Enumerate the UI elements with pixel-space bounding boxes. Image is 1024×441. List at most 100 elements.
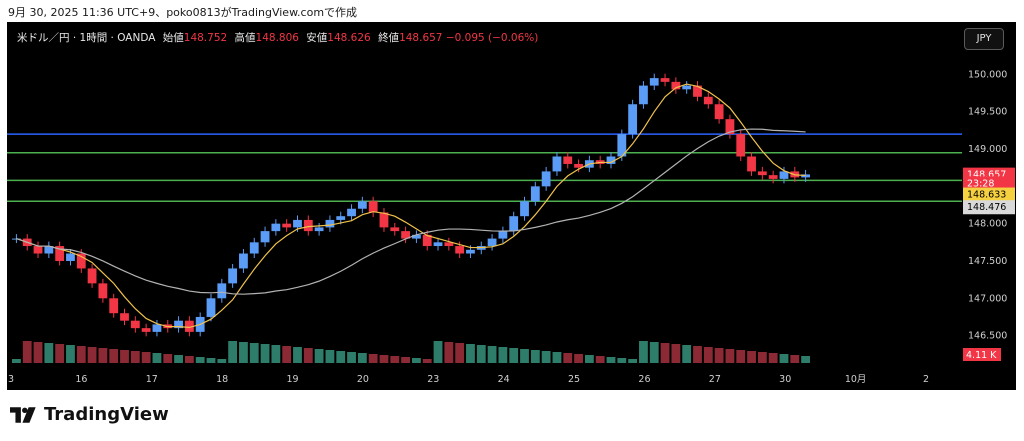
candle-body [747, 156, 756, 172]
candle-body [55, 246, 65, 261]
candle-body [109, 298, 119, 314]
volume-bar [714, 348, 724, 363]
price-chart[interactable]: 150.000 149.500 149.000 148.000 147.500 147.0… [7, 22, 1016, 390]
volume-bar [379, 355, 389, 363]
candle-body [249, 242, 259, 254]
volume-bar [22, 341, 32, 363]
x-tick-label: 19 [286, 374, 298, 385]
volume-bar [325, 350, 335, 363]
volume-bar [466, 344, 475, 363]
y-tick-label: 149.000 [968, 144, 1007, 155]
candle-body [606, 156, 616, 164]
chart-caption: 9月 30, 2025 11:36 UTC+9、poko0813がTrading… [8, 6, 358, 19]
candle-body [509, 216, 519, 232]
candle-body [422, 234, 432, 247]
volume-bar [520, 349, 529, 363]
candle-body [520, 201, 529, 217]
candle-body [693, 85, 702, 97]
candle-body [120, 313, 129, 321]
volume-bar [412, 358, 421, 363]
change-value: −0.095 (−0.06%) [445, 32, 539, 44]
candle-body [433, 242, 443, 247]
volume-bar [433, 341, 443, 363]
candle-body [260, 231, 270, 243]
brand[interactable]: TradingView [10, 404, 169, 425]
volume-bar [109, 349, 119, 363]
volume-bar [195, 357, 205, 363]
candle-body [325, 219, 335, 228]
volume-bar [736, 350, 746, 363]
volume-bar [120, 350, 129, 363]
candle-body [368, 201, 378, 213]
candle-body [541, 171, 551, 187]
candle-body [779, 171, 789, 179]
volume-bar [509, 348, 519, 363]
candle-body [141, 328, 151, 332]
volume-bar [790, 355, 800, 363]
y-tick-label: 149.500 [968, 107, 1007, 118]
x-tick-label: 20 [357, 374, 369, 385]
x-tick-label: 3 [8, 374, 14, 385]
candle-body [282, 223, 292, 228]
volume-bar [163, 354, 173, 363]
candle-body [401, 231, 410, 239]
volume-bar [347, 352, 356, 363]
candle-body [757, 171, 767, 176]
volume-bar [206, 358, 216, 363]
price-badge-label: 148.657 [967, 170, 1006, 181]
volume-bar [487, 346, 497, 363]
volume-bar [33, 342, 43, 363]
volume-bar [617, 358, 627, 363]
volume-bar [174, 355, 183, 363]
volume-bar [801, 356, 810, 363]
candle-body [98, 283, 108, 299]
volume-bar [574, 354, 583, 363]
candle-body [714, 104, 724, 120]
volume-bar [671, 344, 681, 363]
candle-body [174, 320, 183, 329]
y-tick-label: 150.000 [968, 69, 1007, 80]
volume-bar [228, 341, 238, 363]
volume-bar [44, 343, 54, 363]
volume-bar [55, 344, 65, 363]
candle-body [455, 246, 465, 254]
currency-button[interactable]: JPY [964, 28, 1004, 50]
candle-body [768, 175, 778, 179]
candle-body [736, 134, 746, 157]
volume-bar [314, 349, 324, 363]
close-label: 終値 [378, 32, 400, 44]
candle-body [271, 223, 281, 232]
candle-body [44, 246, 54, 254]
price-badge [963, 176, 1015, 191]
volume-bar [368, 354, 378, 363]
x-tick-label: 18 [216, 374, 228, 385]
symbol-header: 米ドル／円 · 1時間 · OANDA 始値148.752 高値148.806 … [17, 30, 538, 45]
close-value: 148.657 [399, 32, 443, 44]
volume-bar [757, 352, 767, 363]
volume-bar [282, 346, 292, 363]
y-tick-label: 146.500 [968, 331, 1007, 342]
candle-body [152, 324, 162, 332]
volume-bar [76, 346, 86, 363]
symbol-name: 米ドル／円 · 1時間 · OANDA [17, 32, 156, 44]
volume-bar [249, 343, 259, 363]
price-badge-label: 148.633 [967, 190, 1006, 201]
candle-body [206, 298, 216, 317]
candle-body [444, 242, 454, 247]
chart-panel[interactable]: 150.000 149.500 149.000 148.000 147.500 147.0… [7, 22, 1016, 390]
x-tick-label: 17 [146, 374, 158, 385]
volume-bar [444, 342, 454, 363]
volume-bar [130, 351, 140, 363]
volume-badge [963, 348, 1001, 361]
volume-bar [649, 342, 659, 363]
candle-body [357, 201, 367, 209]
candle-body [412, 234, 421, 239]
high-value: 148.806 [255, 32, 299, 44]
volume-bar [390, 356, 400, 363]
price-badge [963, 187, 1015, 202]
volume-bar [682, 345, 692, 363]
tradingview-logo-icon [10, 406, 36, 423]
candle-body [379, 212, 389, 228]
candle-body [466, 249, 475, 254]
x-tick-label: 30 [779, 374, 791, 385]
